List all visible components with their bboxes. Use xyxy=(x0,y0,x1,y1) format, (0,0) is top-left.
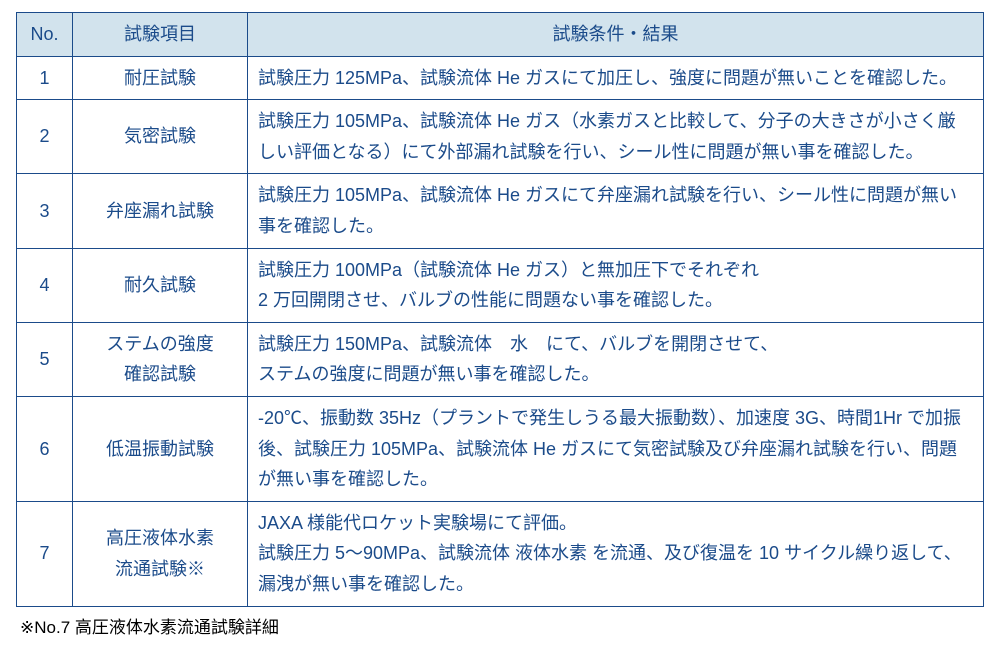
cell-no: 2 xyxy=(17,100,73,174)
cell-item: 弁座漏れ試験 xyxy=(73,174,248,248)
table-row: 1 耐圧試験 試験圧力 125MPa、試験流体 He ガスにて加圧し、強度に問題… xyxy=(17,56,984,100)
cell-item: 低温振動試験 xyxy=(73,396,248,501)
col-header-desc: 試験条件・結果 xyxy=(248,13,984,57)
table-row: 7 高圧液体水素流通試験※ JAXA 様能代ロケット実験場にて評価。試験圧力 5… xyxy=(17,501,984,606)
footnote: ※No.7 高圧液体水素流通試験詳細 xyxy=(16,613,984,638)
cell-item: 耐久試験 xyxy=(73,248,248,322)
table-row: 2 気密試験 試験圧力 105MPa、試験流体 He ガス（水素ガスと比較して、… xyxy=(17,100,984,174)
cell-item: 気密試験 xyxy=(73,100,248,174)
col-header-no: No. xyxy=(17,13,73,57)
table-row: 6 低温振動試験 -20℃、振動数 35Hz（プラントで発生しうる最大振動数）、… xyxy=(17,396,984,501)
table-row: 4 耐久試験 試験圧力 100MPa（試験流体 He ガス）と無加圧下でそれぞれ… xyxy=(17,248,984,322)
cell-no: 6 xyxy=(17,396,73,501)
cell-no: 3 xyxy=(17,174,73,248)
cell-desc: -20℃、振動数 35Hz（プラントで発生しうる最大振動数）、加速度 3G、時間… xyxy=(248,396,984,501)
cell-no: 7 xyxy=(17,501,73,606)
table-header-row: No. 試験項目 試験条件・結果 xyxy=(17,13,984,57)
cell-item: 耐圧試験 xyxy=(73,56,248,100)
table-row: 3 弁座漏れ試験 試験圧力 105MPa、試験流体 He ガスにて弁座漏れ試験を… xyxy=(17,174,984,248)
test-conditions-table: No. 試験項目 試験条件・結果 1 耐圧試験 試験圧力 125MPa、試験流体… xyxy=(16,12,984,607)
cell-item: 高圧液体水素流通試験※ xyxy=(73,501,248,606)
cell-item: ステムの強度確認試験 xyxy=(73,322,248,396)
col-header-item: 試験項目 xyxy=(73,13,248,57)
cell-desc: 試験圧力 150MPa、試験流体 水 にて、バルブを開閉させて、ステムの強度に問… xyxy=(248,322,984,396)
cell-no: 1 xyxy=(17,56,73,100)
cell-desc: 試験圧力 125MPa、試験流体 He ガスにて加圧し、強度に問題が無いことを確… xyxy=(248,56,984,100)
cell-desc: 試験圧力 100MPa（試験流体 He ガス）と無加圧下でそれぞれ2 万回開閉さ… xyxy=(248,248,984,322)
cell-desc: JAXA 様能代ロケット実験場にて評価。試験圧力 5～90MPa、試験流体 液体… xyxy=(248,501,984,606)
table-body: 1 耐圧試験 試験圧力 125MPa、試験流体 He ガスにて加圧し、強度に問題… xyxy=(17,56,984,606)
cell-desc: 試験圧力 105MPa、試験流体 He ガス（水素ガスと比較して、分子の大きさが… xyxy=(248,100,984,174)
cell-no: 5 xyxy=(17,322,73,396)
cell-desc: 試験圧力 105MPa、試験流体 He ガスにて弁座漏れ試験を行い、シール性に問… xyxy=(248,174,984,248)
table-row: 5 ステムの強度確認試験 試験圧力 150MPa、試験流体 水 にて、バルブを開… xyxy=(17,322,984,396)
cell-no: 4 xyxy=(17,248,73,322)
